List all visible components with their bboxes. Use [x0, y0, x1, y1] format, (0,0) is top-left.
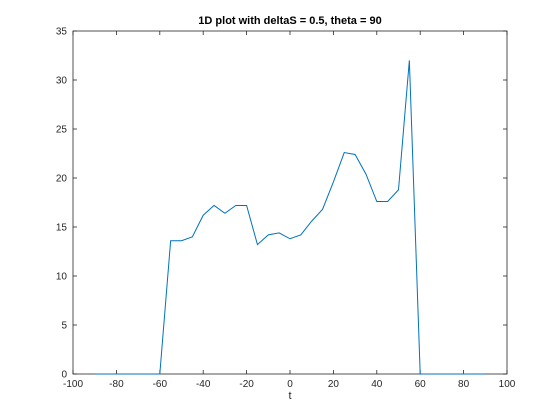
y-tick-label: 10: [56, 272, 68, 283]
x-tick-label: -60: [153, 379, 168, 390]
x-tick-label: 0: [287, 379, 293, 390]
y-tick-label: 30: [56, 76, 68, 87]
x-tick-label: 20: [328, 379, 340, 390]
chart-title: 1D plot with deltaS = 0.5, theta = 90: [198, 15, 381, 27]
axes-box: [72, 30, 508, 375]
x-tick-label: -100: [63, 379, 83, 390]
plot-area: -100 -80 -60 -40 -20 0 20 40 60 80 100 0 5 10 15 20 25 30…: [56, 27, 516, 391]
y-tick-label: 25: [56, 125, 68, 136]
x-tick-label: 40: [371, 379, 383, 390]
x-tick-label: -80: [109, 379, 124, 390]
y-tick-label: 0: [61, 370, 67, 381]
y-tick-label: 15: [56, 223, 68, 234]
x-tick-label: 100: [499, 379, 516, 390]
x-axis-label: t: [288, 390, 291, 402]
x-tick-label: 60: [415, 379, 427, 390]
series-line: [94, 60, 486, 375]
x-tick-label: 80: [458, 379, 470, 390]
y-tick-label: 5: [61, 321, 67, 332]
y-tick-label: 35: [56, 27, 68, 38]
x-tick-label: -40: [196, 379, 211, 390]
x-tick-label: -20: [239, 379, 254, 390]
y-tick-label: 20: [56, 174, 68, 185]
